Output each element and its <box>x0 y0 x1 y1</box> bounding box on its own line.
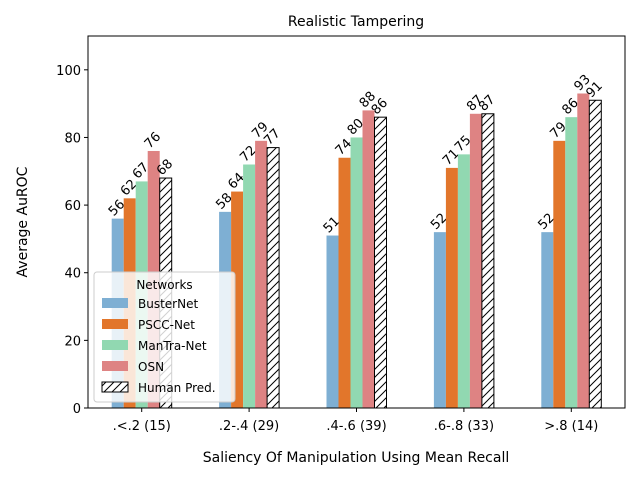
y-tick-label: 60 <box>64 199 81 214</box>
chart-title: Realistic Tampering <box>288 14 424 30</box>
bar-value-label: 76 <box>142 130 164 152</box>
legend-swatch <box>102 298 128 308</box>
bar <box>565 117 578 408</box>
bar <box>541 232 554 408</box>
bar <box>481 113 495 409</box>
x-tick-label: .2-.4 (29) <box>219 419 279 434</box>
x-tick-label: .4-.6 (39) <box>326 419 386 434</box>
legend-entry-label: BusterNet <box>138 297 198 311</box>
bar <box>588 99 602 409</box>
bar <box>362 110 375 409</box>
y-axis-label: Average AuROC <box>15 166 31 277</box>
x-tick-label: .<.2 (15) <box>113 419 171 434</box>
legend-entry-label: ManTra-Net <box>138 339 207 353</box>
bar <box>445 167 458 408</box>
legend-entry-label: Human Pred. <box>138 381 216 395</box>
y-tick-label: 40 <box>64 267 81 282</box>
bar <box>577 93 590 408</box>
bar <box>350 137 363 409</box>
x-tick-label: .6-.8 (33) <box>434 419 494 434</box>
bar <box>338 157 351 408</box>
bar <box>374 116 387 409</box>
y-tick-label: 20 <box>64 334 81 349</box>
y-tick-label: 80 <box>64 131 81 146</box>
x-tick-label: >.8 (14) <box>544 419 598 434</box>
x-axis-label: Saliency Of Manipulation Using Mean Reca… <box>203 450 509 466</box>
bar <box>266 147 280 409</box>
bar <box>326 235 339 408</box>
legend-swatch <box>102 319 128 329</box>
legend: Networks BusterNet PSCC-Net ManTra-Net OSN Hu… <box>93 271 236 403</box>
legend-box <box>93 271 236 403</box>
y-tick-label: 100 <box>56 64 81 79</box>
legend-swatch <box>101 381 129 393</box>
bar <box>553 140 566 408</box>
legend-entry-label: PSCC-Net <box>138 318 195 332</box>
legend-entry-label: OSN <box>138 360 164 374</box>
legend-title: Networks <box>136 278 192 292</box>
bar <box>433 232 446 408</box>
bar-value-label: 87 <box>476 92 498 114</box>
bar <box>469 113 482 409</box>
legend-swatch <box>102 361 128 371</box>
bar <box>457 154 470 408</box>
y-tick-label: 0 <box>73 402 81 417</box>
bar <box>243 164 256 408</box>
bar <box>255 140 268 408</box>
legend-swatch <box>102 340 128 350</box>
